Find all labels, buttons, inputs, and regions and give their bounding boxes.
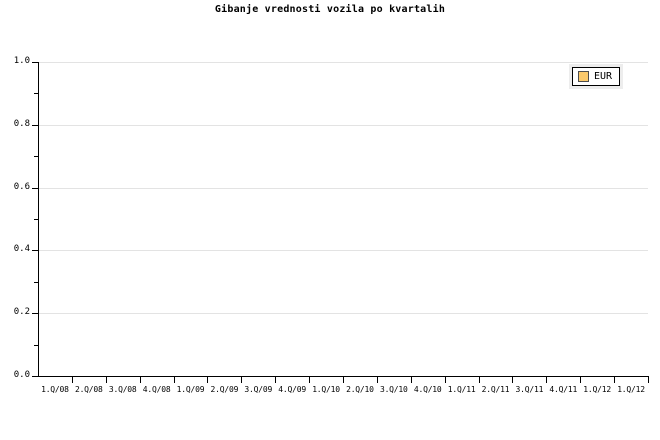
y-tick-major: [32, 313, 38, 315]
y-axis-label: 0.0: [13, 370, 30, 380]
x-axis-label: 3.Q/11: [515, 385, 544, 394]
gridline-y: [38, 124, 648, 126]
x-axis-label: 1.Q/09: [176, 385, 205, 394]
x-tick: [174, 377, 175, 383]
plot-area: [38, 62, 648, 376]
x-tick: [648, 377, 649, 383]
x-tick: [140, 377, 141, 383]
x-axis-line: [38, 376, 649, 377]
y-axis-line: [38, 62, 39, 377]
x-tick: [207, 377, 208, 383]
x-axis-label: 2.Q/08: [74, 385, 103, 394]
x-tick: [241, 377, 242, 383]
x-tick: [377, 377, 378, 383]
x-axis-label: 1.Q/08: [41, 385, 69, 394]
x-tick: [309, 377, 310, 383]
x-axis-label: 4.Q/09: [278, 385, 306, 394]
x-tick: [343, 377, 344, 383]
legend-label-eur: EUR: [594, 71, 613, 82]
y-tick-major: [32, 124, 38, 126]
x-axis-label: 1.Q/12: [617, 385, 645, 394]
x-axis-label: 2.Q/09: [210, 385, 239, 394]
y-tick-major: [32, 62, 38, 63]
y-tick-minor: [34, 281, 38, 283]
y-tick-minor: [34, 344, 38, 346]
x-axis-label: 1.Q/11: [447, 385, 476, 394]
legend-swatch-eur: [578, 71, 589, 82]
x-axis-label: 3.Q/10: [379, 385, 408, 394]
gridline-y: [38, 62, 648, 63]
x-tick: [275, 377, 276, 383]
x-axis-label: 2.Q/10: [346, 385, 374, 394]
gridline-y: [38, 250, 648, 252]
y-tick-major: [32, 250, 38, 252]
x-tick: [411, 377, 412, 383]
x-tick: [106, 377, 107, 383]
y-axis-label: 0.4: [13, 244, 30, 255]
x-axis-label: 3.Q/08: [108, 385, 137, 394]
x-tick: [445, 377, 446, 383]
y-axis-label: 1.0: [13, 56, 30, 66]
y-tick-minor: [34, 93, 38, 95]
x-tick: [546, 377, 547, 383]
gridline-y: [38, 187, 648, 189]
y-axis-label: 0.6: [13, 181, 30, 192]
y-tick-minor: [34, 156, 38, 158]
x-axis-label: 4.Q/11: [549, 385, 578, 394]
x-axis-label: 3.Q/09: [244, 385, 273, 394]
x-axis-label: 2.Q/11: [481, 385, 510, 394]
y-axis-labels: 0.0 0.2 0.4 0.6 0.8 1.0: [0, 0, 30, 440]
y-tick-minor: [34, 219, 38, 220]
chart-title: Gibanje vrednosti vozila po kvartalih: [214, 4, 446, 15]
y-tick-major: [32, 376, 38, 377]
chart-legend: EUR: [569, 64, 624, 89]
legend-inner: EUR: [572, 67, 621, 86]
x-axis-label: 1.Q/10: [312, 385, 340, 394]
x-axis-label: 1.Q/12: [583, 385, 611, 394]
y-axis-label: 0.2: [13, 307, 30, 318]
x-tick: [614, 377, 615, 383]
x-axis-label: 4.Q/10: [413, 385, 442, 394]
x-axis-label: 4.Q/08: [142, 385, 171, 394]
x-tick: [479, 377, 480, 383]
x-tick: [72, 377, 73, 383]
y-axis-label: 0.8: [13, 118, 30, 129]
gridline-y: [38, 313, 648, 315]
x-tick: [512, 377, 513, 383]
y-tick-major: [32, 187, 38, 189]
x-tick: [580, 377, 581, 383]
